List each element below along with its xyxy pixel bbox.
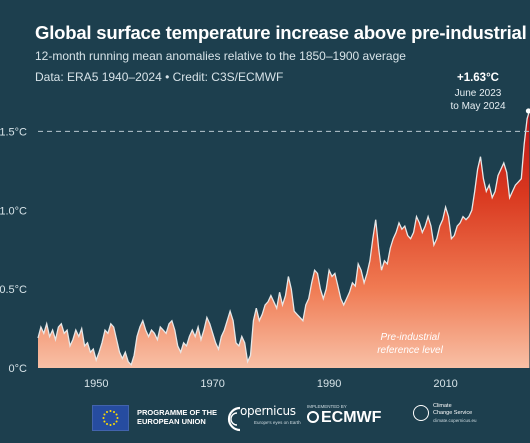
eu-star-icon bbox=[106, 423, 108, 426]
chart-subtitle: 12-month running mean anomalies relative… bbox=[35, 49, 406, 63]
peak-period-line1: June 2023 bbox=[455, 88, 502, 99]
eu-star-icon bbox=[103, 420, 106, 423]
eu-star-icon bbox=[102, 417, 105, 419]
ecmwf-wordmark: ECMWF bbox=[321, 409, 382, 426]
x-tick-label: 2010 bbox=[433, 378, 457, 390]
ecmwf-icon bbox=[307, 411, 319, 423]
eu-star-icon bbox=[113, 410, 115, 413]
copernicus-logo-icon bbox=[227, 406, 241, 432]
c3s-label: Climate Change Service bbox=[433, 403, 472, 416]
eu-line1: PROGRAMME OF THE bbox=[137, 408, 217, 417]
y-tick-label: 0°C bbox=[9, 363, 28, 375]
implemented-by-label: IMPLEMENTED BY bbox=[307, 404, 347, 409]
c3s-url: climate.copernicus.eu bbox=[433, 418, 477, 423]
copernicus-tagline: Europe's eyes on Earth bbox=[254, 420, 301, 425]
chart-title: Global surface temperature increase abov… bbox=[35, 22, 527, 43]
reference-label-line2: reference level bbox=[377, 345, 443, 356]
copernicus-wordmark: opernicus bbox=[240, 404, 296, 418]
c3s-line1: Climate bbox=[433, 403, 452, 409]
y-tick-label: 1.5°C bbox=[0, 126, 27, 138]
c3s-line2: Change Service bbox=[433, 409, 473, 416]
temperature-area bbox=[38, 110, 530, 369]
y-tick-label: 0.5°C bbox=[0, 284, 27, 296]
reference-label-line1: Pre-industrial bbox=[381, 332, 441, 343]
y-tick-label: 1.0°C bbox=[0, 205, 27, 217]
eu-star-icon bbox=[106, 410, 108, 413]
eu-star-icon bbox=[103, 413, 106, 416]
eu-star-icon bbox=[109, 410, 112, 412]
x-tick-label: 1950 bbox=[84, 378, 108, 390]
eu-star-icon bbox=[113, 423, 115, 426]
temperature-chart: 0°C0.5°C1.0°C1.5°C19501970199020102030+1… bbox=[0, 72, 530, 390]
peak-period-line2: to May 2024 bbox=[450, 101, 505, 112]
data-source: Data: ERA5 1940–2024 • Credit: C3S/ECMWF bbox=[35, 70, 284, 84]
eu-flag-icon bbox=[92, 405, 129, 431]
footer-logos: PROGRAMME OF THE EUROPEAN UNION opernicu… bbox=[0, 392, 530, 443]
eu-star-icon bbox=[115, 420, 118, 423]
x-tick-label: 1990 bbox=[317, 378, 341, 390]
peak-marker bbox=[525, 108, 530, 114]
peak-value-label: +1.63°C bbox=[457, 72, 499, 84]
x-tick-label: 1970 bbox=[200, 378, 224, 390]
temperature-line bbox=[37, 110, 530, 367]
eu-star-icon bbox=[116, 417, 119, 419]
eu-star-icon bbox=[115, 413, 118, 416]
eu-programme-label: PROGRAMME OF THE EUROPEAN UNION bbox=[137, 408, 217, 426]
climate-service-icon bbox=[413, 405, 429, 421]
eu-star-icon bbox=[109, 424, 112, 426]
eu-line2: EUROPEAN UNION bbox=[137, 417, 206, 426]
